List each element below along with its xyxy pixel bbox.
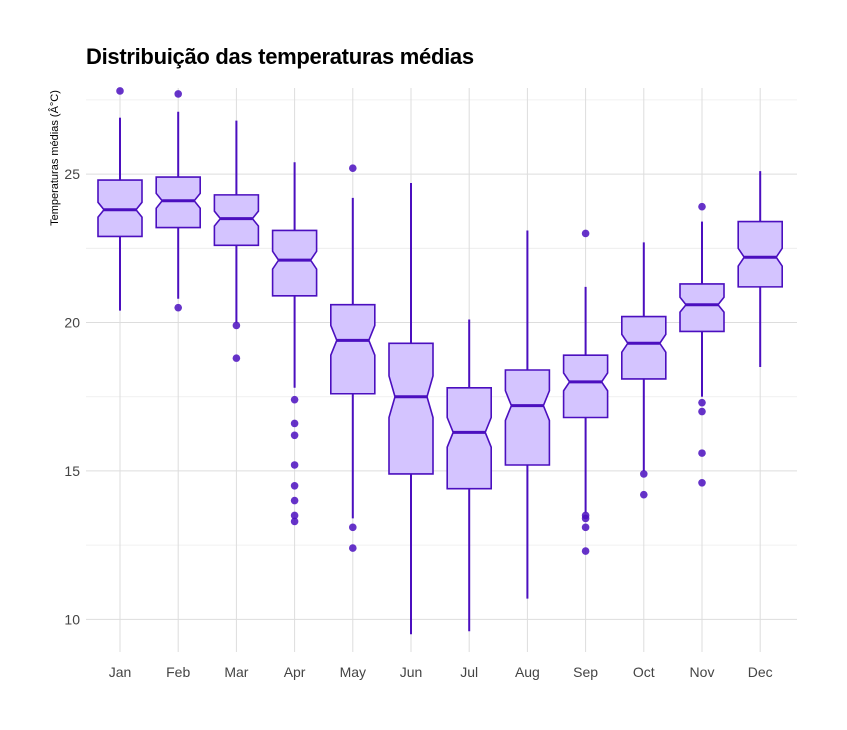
box-nov bbox=[679, 283, 725, 333]
outlier-point bbox=[290, 481, 299, 490]
x-tick-label: Sep bbox=[573, 664, 598, 680]
outlier-point bbox=[581, 547, 590, 555]
x-tick-label: Feb bbox=[166, 664, 190, 680]
outlier-point bbox=[232, 321, 241, 330]
box-dec bbox=[737, 220, 784, 288]
box-jun bbox=[388, 342, 434, 475]
chart-title: Distribuição das temperaturas médias bbox=[86, 44, 474, 69]
x-tick-label: Nov bbox=[690, 664, 715, 680]
outlier-point bbox=[581, 523, 590, 532]
outlier-point bbox=[290, 461, 299, 469]
outlier-point bbox=[698, 407, 706, 416]
outlier-point bbox=[290, 496, 299, 505]
outlier-point bbox=[290, 431, 299, 440]
outlier-point bbox=[232, 354, 241, 362]
y-tick-label: 25 bbox=[64, 166, 80, 182]
outlier-point bbox=[349, 164, 357, 172]
outlier-point bbox=[174, 90, 182, 98]
outlier-point bbox=[290, 517, 299, 526]
x-tick-label: Jun bbox=[400, 664, 423, 680]
outlier-point bbox=[349, 523, 357, 532]
outlier-point bbox=[174, 303, 182, 312]
outlier-point bbox=[290, 419, 299, 428]
x-tick-label: Apr bbox=[284, 664, 306, 680]
x-tick-label: Jan bbox=[109, 664, 132, 680]
y-tick-label: 20 bbox=[64, 315, 80, 331]
outlier-point bbox=[116, 87, 124, 95]
outlier-point bbox=[698, 202, 706, 211]
box-jul bbox=[446, 387, 493, 490]
x-tick-label: Jul bbox=[460, 664, 478, 680]
outlier-point bbox=[698, 398, 706, 407]
outlier-point bbox=[698, 479, 706, 487]
outlier-point bbox=[349, 544, 357, 552]
x-tick-label: Mar bbox=[224, 664, 248, 680]
outlier-point bbox=[581, 229, 590, 238]
box-aug bbox=[504, 369, 551, 466]
y-tick-label: 10 bbox=[64, 611, 80, 627]
box-may bbox=[329, 303, 376, 395]
outlier-point bbox=[581, 514, 590, 523]
y-tick-label: 15 bbox=[64, 463, 80, 479]
outlier-point bbox=[290, 511, 299, 520]
outlier-point bbox=[290, 395, 299, 404]
x-tick-label: Aug bbox=[515, 664, 540, 680]
box-sep bbox=[562, 354, 609, 419]
outlier-point bbox=[640, 470, 648, 478]
outlier-point bbox=[640, 490, 648, 499]
x-tick-label: May bbox=[340, 664, 366, 680]
x-tick-label: Oct bbox=[633, 664, 655, 680]
x-tick-label: Dec bbox=[748, 664, 773, 680]
outlier-point bbox=[698, 449, 706, 457]
box-apr bbox=[271, 229, 318, 297]
box-oct bbox=[620, 315, 667, 380]
